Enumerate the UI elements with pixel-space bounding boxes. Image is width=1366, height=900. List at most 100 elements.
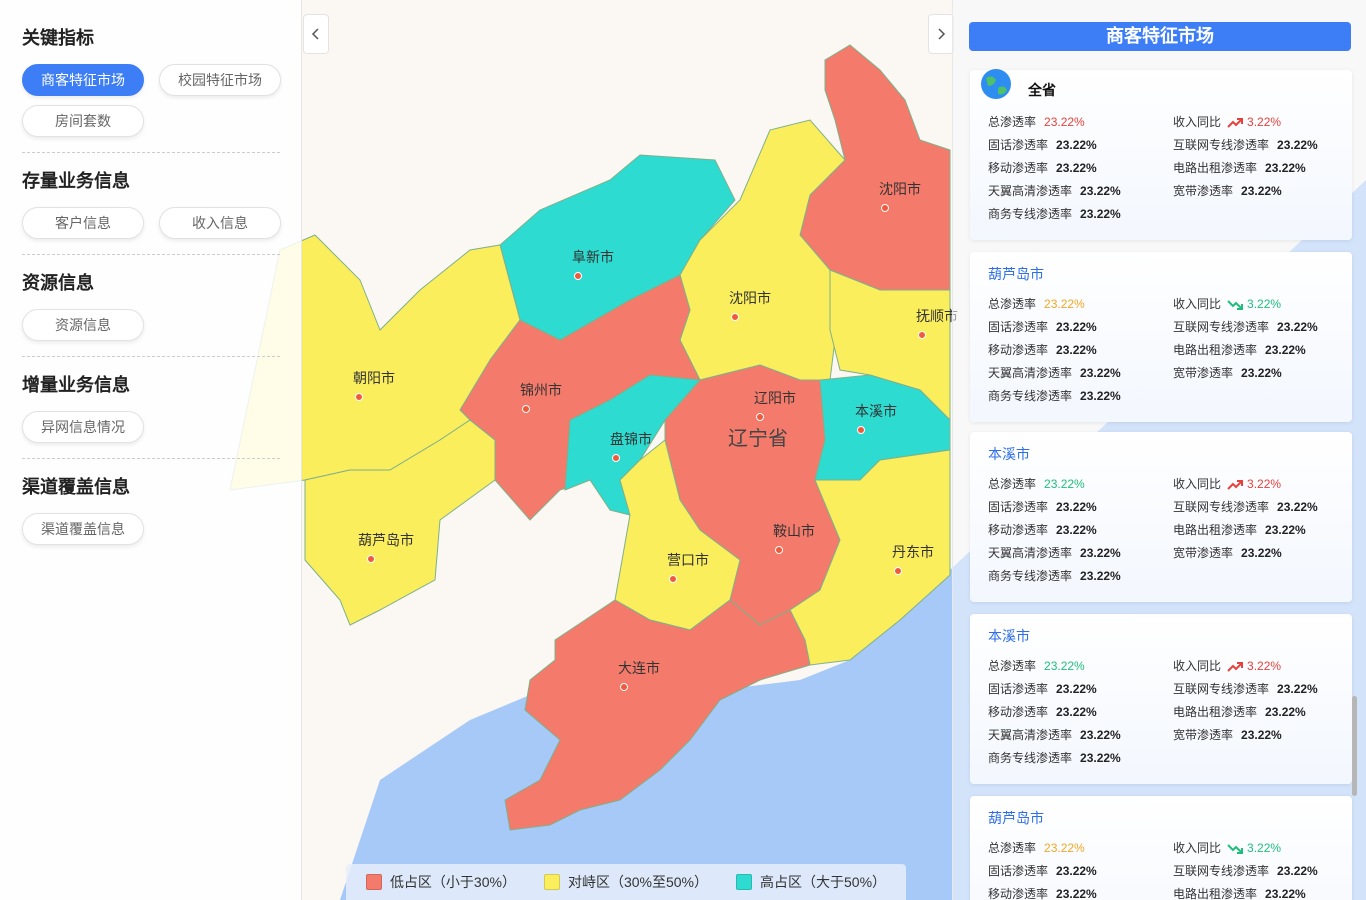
metric-value: 23.22% xyxy=(1044,659,1085,673)
trend-line xyxy=(1227,118,1243,128)
trend-head xyxy=(1237,847,1244,854)
metric-value: 23.22% xyxy=(1277,138,1318,152)
metric-value: 23.22% xyxy=(1056,682,1097,696)
legend-item: 高占区（大于50%） xyxy=(736,872,886,892)
legend-item: 低占区（小于30%） xyxy=(365,872,516,892)
nav-button[interactable]: 收入信息 xyxy=(159,207,281,239)
divider xyxy=(22,152,280,153)
nav-button[interactable]: 异网信息情况 xyxy=(22,411,144,443)
trend-line xyxy=(1227,480,1243,490)
region xyxy=(789,449,951,666)
legend: 低占区（小于30%） 对峙区（30%至50%） 高占区（大于50%） xyxy=(346,864,906,900)
metric-value: 23.22% xyxy=(1241,184,1282,198)
city-label: 葫芦岛市 xyxy=(358,532,414,548)
metric-label: 移动渗透率 xyxy=(988,161,1049,175)
metric: 移动渗透率 23.22% xyxy=(988,886,1097,900)
metric-label: 固话渗透率 xyxy=(988,500,1049,514)
metric-value: 23.22% xyxy=(1241,366,1282,380)
metric-value: 23.22% xyxy=(1056,161,1097,175)
metric: 移动渗透率 23.22% xyxy=(988,160,1097,176)
metric: 宽带渗透率 23.22% xyxy=(1173,545,1282,561)
metric-label: 收入同比 xyxy=(1173,659,1222,673)
city-label: 朝阳市 xyxy=(353,370,395,386)
metric-value: 3.22% xyxy=(1247,477,1282,491)
region-card[interactable]: 本溪市 总渗透率 23.22% 固话渗透率 23.22% 移动渗透率 23.22% 天翼高清渗… xyxy=(970,614,1352,784)
metric-value: 23.22% xyxy=(1056,500,1097,514)
nav-button[interactable]: 商客特征市场 xyxy=(22,64,144,96)
metric: 商务专线渗透率 23.22% xyxy=(988,568,1121,584)
trend-icon xyxy=(1227,117,1244,128)
metric-label: 总渗透率 xyxy=(988,297,1037,311)
metric: 宽带渗透率 23.22% xyxy=(1173,727,1282,743)
city-dot xyxy=(669,575,677,583)
city-label: 抚顺市 xyxy=(916,308,958,324)
section-title: 关键指标 xyxy=(22,28,94,48)
metric-label: 总渗透率 xyxy=(988,841,1037,855)
metric-value: 23.22% xyxy=(1056,320,1097,334)
metric-value: 23.22% xyxy=(1241,546,1282,560)
section-title: 渠道覆盖信息 xyxy=(22,477,130,497)
region-card[interactable]: 本溪市 总渗透率 23.22% 固话渗透率 23.22% 移动渗透率 23.22% 天翼高清渗… xyxy=(970,432,1352,602)
metric-label: 固话渗透率 xyxy=(988,320,1049,334)
metric-value: 23.22% xyxy=(1056,864,1097,878)
metric-label: 宽带渗透率 xyxy=(1173,184,1234,198)
city-dot xyxy=(857,426,865,434)
scrollbar[interactable] xyxy=(1352,696,1357,796)
metric: 电路出租渗透率 23.22% xyxy=(1173,886,1306,900)
legend-swatch xyxy=(736,874,753,890)
metric: 宽带渗透率 23.22% xyxy=(1173,365,1282,381)
collapse-left[interactable] xyxy=(303,14,329,54)
card-title: 全省 xyxy=(1028,82,1056,98)
metric-label: 宽带渗透率 xyxy=(1173,546,1234,560)
regions xyxy=(229,44,951,831)
nav-button[interactable]: 渠道覆盖信息 xyxy=(22,513,144,545)
card-title: 本溪市 xyxy=(988,446,1030,462)
metric-value: 23.22% xyxy=(1265,161,1306,175)
metric-label: 收入同比 xyxy=(1173,115,1222,129)
metric: 固话渗透率 23.22% xyxy=(988,499,1097,515)
globe xyxy=(981,69,1011,99)
metric: 宽带渗透率 23.22% xyxy=(1173,183,1282,199)
city-dot xyxy=(367,555,375,563)
metric-label: 互联网专线渗透率 xyxy=(1173,500,1270,514)
legend-label: 低占区（小于30%） xyxy=(389,874,516,890)
chevron xyxy=(938,28,946,40)
nav-button[interactable]: 资源信息 xyxy=(22,309,144,341)
metric: 收入同比 3.22% xyxy=(1173,840,1281,856)
city-dot xyxy=(574,272,582,280)
metric-label: 电路出租渗透率 xyxy=(1173,887,1258,900)
metric: 固话渗透率 23.22% xyxy=(988,137,1097,153)
metric-value: 23.22% xyxy=(1080,728,1121,742)
city-label: 本溪市 xyxy=(855,403,897,419)
metric-value: 23.22% xyxy=(1044,297,1085,311)
city-label: 营口市 xyxy=(667,552,709,568)
metric: 互联网专线渗透率 23.22% xyxy=(1173,137,1318,153)
metric-label: 移动渗透率 xyxy=(988,523,1049,537)
nav-button[interactable]: 房间套数 xyxy=(22,105,144,137)
region-card[interactable]: 全省 总渗透率 23.22% 固话渗透率 23.22% 移动渗透率 23.22% 天翼高清渗透… xyxy=(970,69,1352,240)
legend-swatch xyxy=(365,874,382,890)
metric-label: 天翼高清渗透率 xyxy=(988,184,1073,198)
card-title: 葫芦岛市 xyxy=(988,810,1044,826)
metric: 电路出租渗透率 23.22% xyxy=(1173,704,1306,720)
metric-label: 移动渗透率 xyxy=(988,343,1049,357)
nav-button[interactable]: 校园特征市场 xyxy=(159,64,281,96)
metric-label: 总渗透率 xyxy=(988,659,1037,673)
metric-value: 23.22% xyxy=(1277,320,1318,334)
button-group: 资源信息 xyxy=(22,309,292,341)
region xyxy=(504,599,811,831)
metric-value: 23.22% xyxy=(1265,523,1306,537)
metric-label: 固话渗透率 xyxy=(988,138,1049,152)
region xyxy=(304,419,496,626)
globe-icon xyxy=(981,69,1011,99)
metric-value: 23.22% xyxy=(1265,705,1306,719)
metric: 移动渗透率 23.22% xyxy=(988,704,1097,720)
city-dot xyxy=(731,313,739,321)
city-label: 沈阳市 xyxy=(879,181,921,197)
metric-value: 23.22% xyxy=(1080,546,1121,560)
region-card[interactable]: 葫芦岛市总渗透率23.22%固话渗透率23.22%移动渗透率23.22%天翼高清… xyxy=(970,796,1352,900)
nav-button[interactable]: 客户信息 xyxy=(22,207,144,239)
metric: 总渗透率 23.22% xyxy=(988,658,1085,674)
collapse-right[interactable] xyxy=(928,14,954,54)
